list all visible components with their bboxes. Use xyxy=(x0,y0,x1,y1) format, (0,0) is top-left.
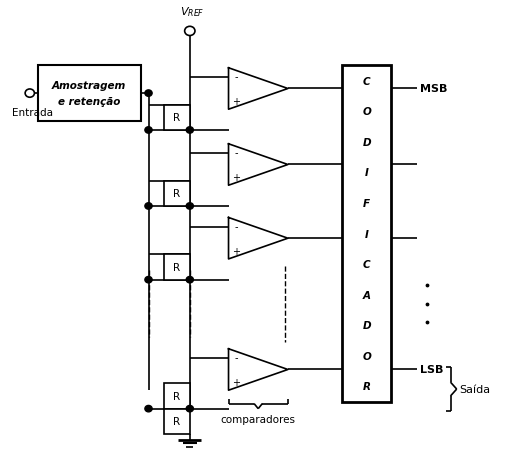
Text: R: R xyxy=(173,391,181,401)
Bar xyxy=(37,66,141,121)
Circle shape xyxy=(186,406,194,412)
Text: comparadores: comparadores xyxy=(221,414,296,424)
Bar xyxy=(164,181,190,206)
Text: +: + xyxy=(233,97,240,106)
Text: Amostragem: Amostragem xyxy=(52,81,126,91)
Text: R: R xyxy=(173,189,181,199)
Text: +: + xyxy=(233,377,240,387)
Circle shape xyxy=(186,203,194,210)
Text: D: D xyxy=(362,138,371,148)
Text: D: D xyxy=(362,320,371,331)
Bar xyxy=(164,383,190,409)
Text: -: - xyxy=(235,221,238,231)
Text: R: R xyxy=(173,263,181,272)
Bar xyxy=(164,255,190,280)
Text: O: O xyxy=(362,351,371,361)
Text: -: - xyxy=(235,72,238,82)
Text: +: + xyxy=(233,173,240,182)
Text: I: I xyxy=(365,168,368,178)
Text: MSB: MSB xyxy=(419,84,447,94)
Bar xyxy=(164,106,190,131)
Text: C: C xyxy=(363,76,371,87)
Text: Saída: Saída xyxy=(459,384,490,394)
Circle shape xyxy=(145,127,152,134)
Text: -: - xyxy=(235,352,238,362)
Text: R: R xyxy=(173,416,181,426)
Text: I: I xyxy=(365,229,368,239)
Text: A: A xyxy=(363,290,371,300)
Text: $V_{REF}$: $V_{REF}$ xyxy=(180,5,204,19)
Bar xyxy=(342,66,391,402)
Text: R: R xyxy=(173,113,181,123)
Bar xyxy=(164,409,190,434)
Text: C: C xyxy=(363,260,371,269)
Text: O: O xyxy=(362,107,371,117)
Text: Entrada: Entrada xyxy=(12,107,53,117)
Text: R: R xyxy=(363,382,371,392)
Text: e retenção: e retenção xyxy=(58,97,120,107)
Circle shape xyxy=(186,277,194,283)
Circle shape xyxy=(145,203,152,210)
Text: -: - xyxy=(235,148,238,158)
Text: F: F xyxy=(363,199,370,208)
Circle shape xyxy=(186,127,194,134)
Text: +: + xyxy=(233,246,240,256)
Text: LSB: LSB xyxy=(419,365,443,375)
Circle shape xyxy=(145,406,152,412)
Circle shape xyxy=(145,91,152,97)
Circle shape xyxy=(145,277,152,283)
